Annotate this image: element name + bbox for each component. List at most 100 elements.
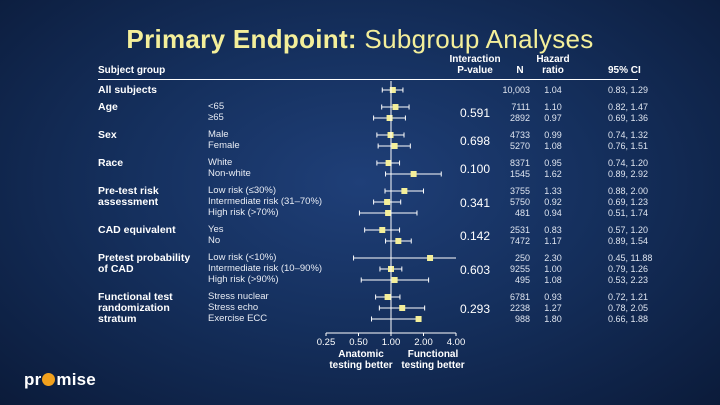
group-label: Pre-test risk — [98, 185, 159, 197]
axis-label-functional: Functional — [407, 349, 459, 360]
n-value: 6781 — [509, 292, 530, 302]
ci-value: 0.79, 1.26 — [608, 264, 649, 274]
ci-value: 0.57, 1.20 — [608, 225, 649, 235]
subgroup-label: No — [208, 235, 221, 246]
axis-label-anatomic-2: testing better — [329, 360, 393, 371]
hr-marker — [385, 210, 392, 216]
group-label: Functional test — [98, 291, 173, 303]
hr-value: 1.33 — [544, 186, 562, 196]
subgroup-label: Low risk (≤30%) — [208, 185, 277, 196]
hr-marker — [401, 188, 408, 194]
hr-value: 1.10 — [544, 102, 562, 112]
ci-value: 0.78, 2.05 — [608, 303, 649, 313]
subgroup-label: Non-white — [208, 168, 251, 179]
subgroup-label: High risk (>70%) — [208, 207, 279, 218]
group-label: CAD equivalent — [98, 224, 176, 236]
ci-value: 0.76, 1.51 — [608, 141, 649, 151]
header-rule — [98, 79, 638, 80]
interaction-pvalue: 0.142 — [459, 229, 491, 243]
hr-marker — [384, 199, 391, 205]
n-value: 1545 — [509, 169, 530, 179]
forest-plot-svg — [325, 81, 457, 336]
subgroup-label: Stress nuclear — [208, 291, 269, 302]
page-title: Primary Endpoint: Subgroup Analyses — [0, 24, 720, 55]
hr-marker — [399, 305, 406, 311]
hr-value: 1.08 — [544, 141, 562, 151]
hr-value: 0.92 — [544, 197, 562, 207]
logo-text-post: mise — [56, 370, 96, 389]
hr-value: 0.94 — [544, 208, 562, 218]
hr-marker — [389, 87, 396, 93]
hr-marker — [386, 115, 393, 121]
n-value: 7111 — [511, 102, 530, 112]
ci-value: 0.74, 1.32 — [608, 130, 649, 140]
group-label: Pretest probability — [98, 252, 191, 264]
n-value: 2892 — [509, 113, 530, 123]
hr-value: 1.62 — [544, 169, 562, 179]
n-value: 10,003 — [502, 85, 530, 95]
ci-value: 0.69, 1.36 — [608, 113, 649, 123]
logo-text-pre: pr — [24, 370, 42, 389]
hr-marker — [410, 171, 417, 177]
axis-label-functional-2: testing better — [401, 360, 465, 371]
hr-marker — [391, 277, 398, 283]
header-interaction: Interaction — [449, 54, 501, 65]
hr-value: 1.80 — [544, 314, 562, 324]
group-label: Age — [98, 101, 118, 113]
hr-marker — [379, 227, 386, 233]
ci-value: 0.53, 2.23 — [608, 275, 649, 285]
title-rest: Subgroup Analyses — [364, 24, 594, 54]
interaction-pvalue: 0.698 — [459, 134, 491, 148]
ci-value: 0.82, 1.47 — [608, 102, 649, 112]
interaction-pvalue: 0.341 — [459, 195, 491, 210]
hr-marker — [427, 255, 434, 261]
subgroup-label: Intermediate risk (10–90%) — [208, 263, 323, 274]
header-hazard: Hazard — [536, 54, 570, 65]
n-value: 481 — [514, 208, 530, 218]
hr-marker — [385, 160, 392, 166]
ci-value: 0.89, 1.54 — [608, 236, 649, 246]
n-value: 5270 — [509, 141, 530, 151]
ci-value: 0.74, 1.20 — [608, 158, 649, 168]
x-tick-label: 2.00 — [414, 337, 433, 348]
hr-value: 1.17 — [544, 236, 562, 246]
group-label: Sex — [98, 129, 117, 141]
group-label: assessment — [98, 196, 159, 208]
header-pvalue: P-value — [457, 65, 493, 76]
n-value: 495 — [514, 275, 530, 285]
interaction-pvalue: 0.603 — [459, 262, 491, 277]
subgroup-label: ≥65 — [208, 112, 224, 123]
axis-label-anatomic: Anatomic — [338, 349, 384, 360]
x-tick-label: 1.00 — [381, 337, 401, 348]
hr-value: 1.00 — [544, 264, 562, 274]
hr-value: 0.95 — [544, 158, 562, 168]
n-value: 250 — [514, 253, 530, 263]
group-label: All subjects — [98, 84, 157, 96]
subgroup-label: Low risk (<10%) — [208, 252, 277, 263]
hr-value: 0.93 — [544, 292, 562, 302]
group-label: of CAD — [98, 263, 134, 275]
n-value: 2531 — [509, 225, 530, 235]
interaction-pvalue: 0.100 — [459, 162, 491, 176]
x-tick-label: 4.00 — [446, 337, 466, 348]
subgroup-label: Male — [208, 129, 229, 140]
x-tick-label: 0.25 — [316, 337, 336, 348]
logo-dot-icon — [42, 373, 56, 386]
ci-value: 0.72, 1.21 — [608, 292, 649, 302]
ci-value: 0.89, 2.92 — [608, 169, 649, 179]
subgroup-label: High risk (>90%) — [208, 274, 279, 285]
hr-value: 0.97 — [544, 113, 562, 123]
hr-value: 0.99 — [544, 130, 562, 140]
n-value: 4733 — [509, 130, 530, 140]
x-tick-label: 0.50 — [349, 337, 368, 348]
ci-value: 0.66, 1.88 — [608, 314, 649, 324]
subgroup-label: Exercise ECC — [208, 313, 268, 324]
hr-value: 1.04 — [544, 85, 562, 95]
subgroup-label: Intermediate risk (31–70%) — [208, 196, 323, 207]
hr-value: 1.27 — [544, 303, 562, 313]
n-value: 2238 — [509, 303, 530, 313]
subgroup-label: White — [208, 157, 233, 168]
header-ci: 95% CI — [608, 65, 641, 76]
subgroup-label: Yes — [208, 224, 224, 235]
subgroup-label: Female — [208, 140, 240, 151]
